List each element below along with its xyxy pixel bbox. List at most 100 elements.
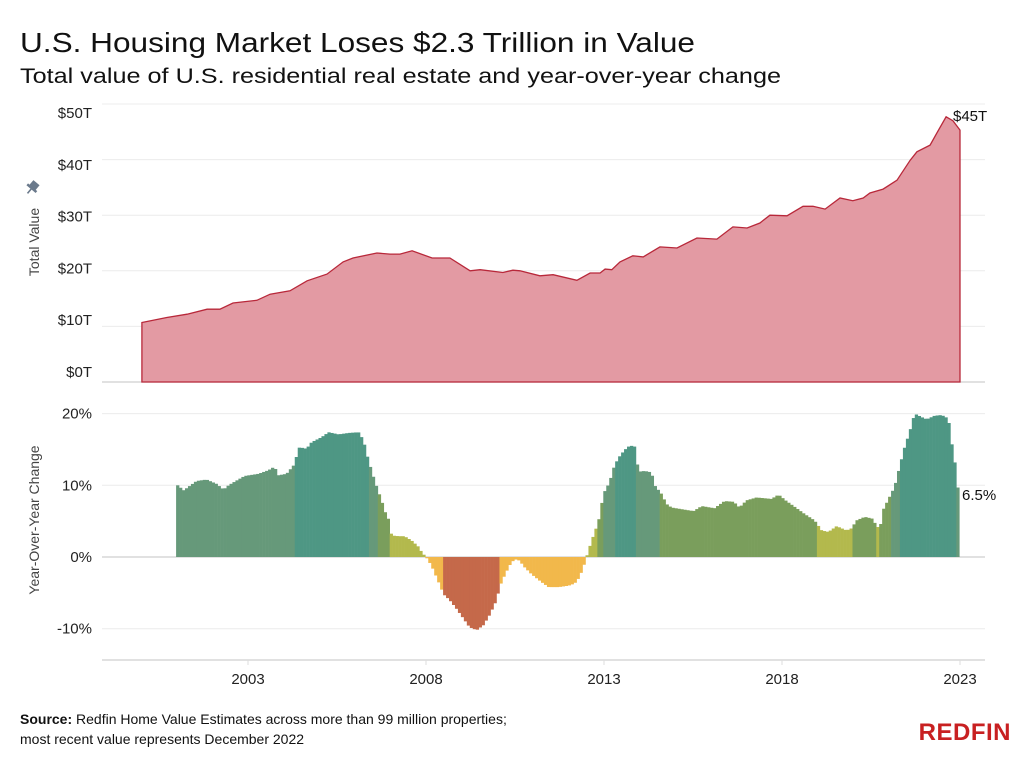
yoy-bar bbox=[876, 527, 880, 557]
yoy-bar bbox=[546, 557, 551, 588]
yoy-bar bbox=[953, 462, 957, 557]
yoy-bar bbox=[908, 429, 913, 557]
yoy-bar bbox=[689, 510, 693, 557]
yoy-bar bbox=[950, 444, 954, 557]
yoy-bar bbox=[288, 469, 293, 557]
yoy-bar bbox=[653, 486, 657, 557]
yoy-bar bbox=[680, 509, 684, 557]
yoy-bar bbox=[885, 502, 889, 557]
yoy-bar bbox=[294, 457, 299, 557]
yoy-bar bbox=[840, 528, 844, 557]
yoy-bar bbox=[894, 482, 898, 557]
yoy-bar bbox=[926, 418, 930, 557]
bottom-y-axis-title: Year-Over-Year Change bbox=[26, 445, 42, 594]
yoy-bar bbox=[297, 447, 301, 557]
yoy-bar bbox=[309, 442, 313, 557]
yoy-bar bbox=[395, 536, 399, 557]
yoy-bar bbox=[446, 557, 450, 599]
yoy-bar bbox=[318, 437, 322, 557]
yoy-bar bbox=[742, 502, 746, 557]
yoy-bar bbox=[805, 515, 809, 557]
yoy-bar bbox=[555, 557, 560, 588]
yoy-bar bbox=[576, 557, 580, 579]
yoy-bar bbox=[202, 479, 207, 557]
yoy-bar bbox=[416, 546, 420, 557]
yoy-bar bbox=[692, 510, 696, 557]
yoy-bars bbox=[176, 414, 960, 630]
yoy-bar bbox=[754, 497, 758, 557]
yoy-bar bbox=[825, 531, 830, 557]
yoy-bar bbox=[241, 476, 245, 557]
yoy-bar bbox=[368, 466, 373, 557]
top-y-tick-label: $0T bbox=[66, 364, 92, 381]
yoy-bar bbox=[698, 507, 702, 557]
yoy-bar bbox=[864, 517, 868, 557]
yoy-bar bbox=[736, 506, 741, 557]
yoy-bar bbox=[763, 498, 767, 557]
yoy-bar bbox=[914, 414, 919, 557]
yoy-bar bbox=[371, 476, 376, 557]
yoy-bar bbox=[205, 479, 210, 557]
yoy-bar bbox=[579, 557, 583, 573]
source-note: Source: Redfin Home Value Estimates acro… bbox=[20, 711, 507, 727]
yoy-bar bbox=[591, 536, 595, 557]
yoy-bar bbox=[790, 504, 794, 557]
yoy-bar bbox=[932, 415, 936, 557]
yoy-bar bbox=[757, 497, 761, 557]
yoy-bar bbox=[769, 498, 773, 557]
yoy-bar bbox=[389, 533, 393, 557]
yoy-bar bbox=[434, 557, 438, 576]
yoy-bar bbox=[944, 417, 948, 557]
yoy-bar bbox=[306, 446, 310, 557]
yoy-bar bbox=[463, 557, 468, 622]
yoy-bar bbox=[451, 557, 456, 605]
yoy-bar bbox=[407, 539, 411, 557]
yoy-bar bbox=[354, 432, 358, 557]
yoy-bar bbox=[629, 445, 634, 557]
yoy-bar bbox=[291, 465, 296, 557]
yoy-bar bbox=[615, 461, 619, 557]
yoy-bar bbox=[499, 557, 503, 584]
yoy-bar bbox=[449, 557, 453, 602]
yoy-bar bbox=[650, 475, 655, 557]
yoy-bar bbox=[905, 438, 910, 557]
yoy-bar bbox=[739, 505, 744, 557]
yoy-bar bbox=[374, 485, 379, 557]
pin-icon bbox=[26, 180, 40, 194]
yoy-bar bbox=[217, 486, 221, 557]
yoy-bar bbox=[956, 487, 960, 557]
yoy-bar bbox=[232, 482, 236, 557]
yoy-bar bbox=[351, 432, 355, 557]
yoy-bar bbox=[644, 471, 649, 557]
source-text-line-2: most recent value represents December 20… bbox=[20, 731, 304, 747]
yoy-bar bbox=[540, 557, 545, 583]
yoy-bar bbox=[466, 557, 471, 626]
yoy-bar bbox=[285, 472, 290, 557]
yoy-bar bbox=[683, 509, 687, 557]
source-text-line-1: Redfin Home Value Estimates across more … bbox=[76, 711, 507, 727]
bottom-y-tick-label: -10% bbox=[57, 621, 92, 638]
yoy-bar bbox=[920, 417, 924, 557]
yoy-bar bbox=[727, 501, 732, 557]
yoy-bar bbox=[377, 494, 382, 557]
yoy-bar bbox=[549, 557, 554, 588]
yoy-bar bbox=[413, 543, 417, 557]
x-tick-label: 2018 bbox=[765, 671, 798, 688]
yoy-bar bbox=[247, 475, 251, 557]
top-y-axis-ticks: $0T $10T $20T $30T $40T $50T bbox=[58, 105, 92, 381]
yoy-bar bbox=[896, 470, 901, 557]
yoy-bar bbox=[873, 522, 877, 557]
yoy-bar bbox=[265, 470, 269, 557]
yoy-bar bbox=[268, 469, 272, 557]
yoy-bar bbox=[235, 480, 239, 557]
top-y-tick-label: $10T bbox=[58, 312, 92, 329]
yoy-bar bbox=[440, 557, 444, 590]
yoy-bar bbox=[193, 481, 198, 557]
yoy-bar bbox=[535, 557, 539, 579]
x-tick-label: 2023 bbox=[943, 671, 976, 688]
yoy-bar bbox=[179, 487, 183, 557]
yoy-bar bbox=[819, 530, 824, 557]
yoy-bar bbox=[778, 495, 782, 557]
yoy-bar bbox=[345, 433, 349, 557]
yoy-bar bbox=[182, 490, 186, 557]
